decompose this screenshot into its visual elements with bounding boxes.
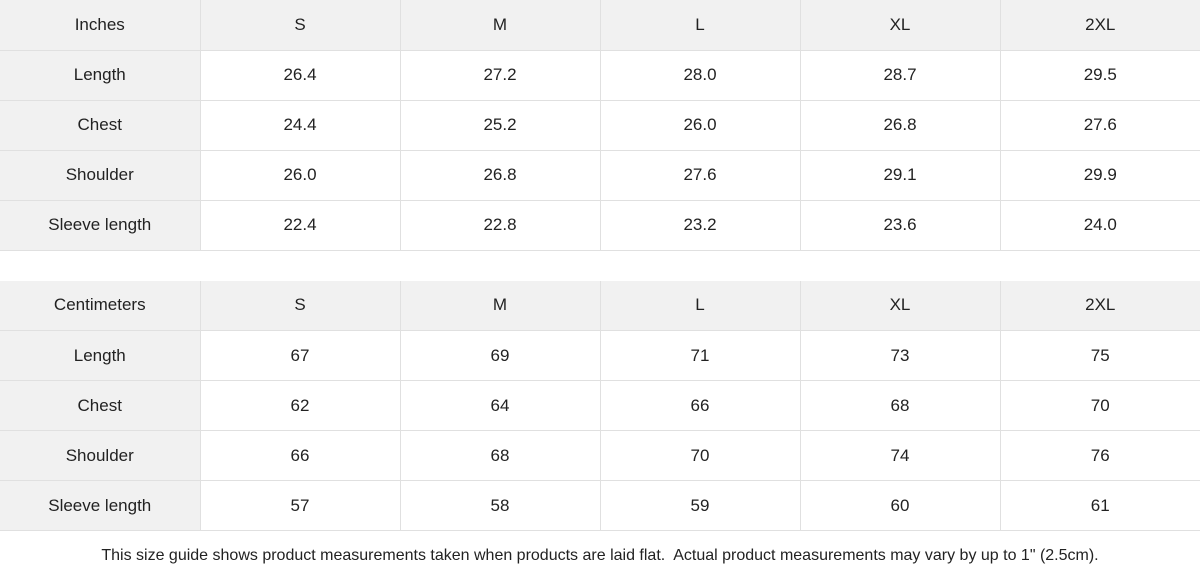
table-row: Length 26.4 27.2 28.0 28.7 29.5 xyxy=(0,50,1200,101)
measurement-cell: 64 xyxy=(399,380,601,431)
measurement-cell: 62 xyxy=(199,380,401,431)
measurement-cell: 28.0 xyxy=(599,50,801,101)
column-header: 2XL xyxy=(999,0,1200,51)
row-label: Length xyxy=(0,330,201,381)
table-row: Shoulder 26.0 26.8 27.6 29.1 29.9 xyxy=(0,149,1200,201)
measurement-cell: 29.1 xyxy=(799,149,1001,201)
measurement-cell: 24.0 xyxy=(999,199,1200,251)
table-row: Chest 24.4 25.2 26.0 26.8 27.6 xyxy=(0,99,1200,151)
measurement-cell: 23.2 xyxy=(599,199,801,251)
row-label: Length xyxy=(0,50,201,101)
size-tables: Inches S M L XL 2XL Length 26.4 27.2 28.0 28.7 29.5… xyxy=(0,0,1200,531)
measurement-cell: 58 xyxy=(399,480,601,531)
measurement-cell: 26.0 xyxy=(599,99,801,151)
measurement-cell: 25.2 xyxy=(399,99,601,151)
row-label: Chest xyxy=(0,380,201,431)
measurement-cell: 66 xyxy=(199,430,401,481)
column-header: XL xyxy=(799,280,1001,331)
table-row: Shoulder 66 68 70 74 76 xyxy=(0,430,1200,481)
measurement-cell: 22.4 xyxy=(199,199,401,251)
row-label: Shoulder xyxy=(0,430,201,481)
row-label: Chest xyxy=(0,99,201,151)
table-row: Sleeve length 57 58 59 60 61 xyxy=(0,480,1200,531)
header-row: Inches S M L XL 2XL xyxy=(0,0,1200,51)
measurement-cell: 29.9 xyxy=(999,149,1200,201)
measurement-cell: 57 xyxy=(199,480,401,531)
column-header: M xyxy=(399,0,601,51)
table-gap xyxy=(0,250,1200,281)
table-row: Length 67 69 71 73 75 xyxy=(0,330,1200,381)
column-header: XL xyxy=(799,0,1001,51)
measurement-cell: 70 xyxy=(999,380,1200,431)
row-label: Sleeve length xyxy=(0,480,201,531)
column-header: L xyxy=(599,0,801,51)
unit-header: Inches xyxy=(0,0,201,51)
measurement-cell: 27.2 xyxy=(399,50,601,101)
column-header: L xyxy=(599,280,801,331)
measurement-cell: 24.4 xyxy=(199,99,401,151)
measurement-cell: 27.6 xyxy=(999,99,1200,151)
header-row: Centimeters S M L XL 2XL xyxy=(0,280,1200,331)
measurement-cell: 22.8 xyxy=(399,199,601,251)
measurement-cell: 67 xyxy=(199,330,401,381)
column-header: 2XL xyxy=(999,280,1200,331)
row-label: Shoulder xyxy=(0,149,201,201)
measurement-cell: 23.6 xyxy=(799,199,1001,251)
table-row: Sleeve length 22.4 22.8 23.2 23.6 24.0 xyxy=(0,199,1200,251)
measurement-cell: 76 xyxy=(999,430,1200,481)
column-header: M xyxy=(399,280,601,331)
measurement-cell: 29.5 xyxy=(999,50,1200,101)
measurement-cell: 69 xyxy=(399,330,601,381)
measurement-cell: 68 xyxy=(799,380,1001,431)
size-table-inches: Inches S M L XL 2XL Length 26.4 27.2 28.0 28.7 29.5… xyxy=(0,0,1200,251)
measurement-cell: 26.8 xyxy=(799,99,1001,151)
measurement-cell: 71 xyxy=(599,330,801,381)
size-guide-note: This size guide shows product measuremen… xyxy=(0,531,1200,581)
measurement-cell: 28.7 xyxy=(799,50,1001,101)
measurement-cell: 26.8 xyxy=(399,149,601,201)
measurement-cell: 26.4 xyxy=(199,50,401,101)
size-table-centimeters: Centimeters S M L XL 2XL Length 67 69 71 73 75 Chest… xyxy=(0,280,1200,531)
measurement-cell: 68 xyxy=(399,430,601,481)
unit-header: Centimeters xyxy=(0,280,201,331)
measurement-cell: 74 xyxy=(799,430,1001,481)
measurement-cell: 59 xyxy=(599,480,801,531)
measurement-cell: 61 xyxy=(999,480,1200,531)
measurement-cell: 27.6 xyxy=(599,149,801,201)
column-header: S xyxy=(199,280,401,331)
row-label: Sleeve length xyxy=(0,199,201,251)
measurement-cell: 73 xyxy=(799,330,1001,381)
table-row: Chest 62 64 66 68 70 xyxy=(0,380,1200,431)
measurement-cell: 66 xyxy=(599,380,801,431)
measurement-cell: 75 xyxy=(999,330,1200,381)
column-header: S xyxy=(199,0,401,51)
measurement-cell: 26.0 xyxy=(199,149,401,201)
measurement-cell: 60 xyxy=(799,480,1001,531)
measurement-cell: 70 xyxy=(599,430,801,481)
